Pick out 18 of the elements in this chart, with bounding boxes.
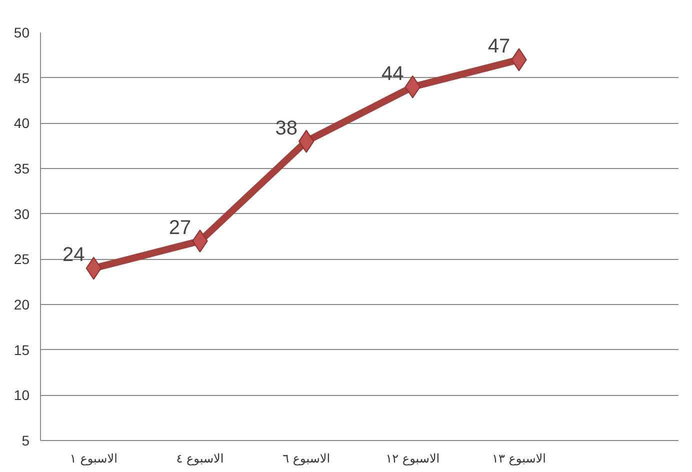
y-tick-label: 30: [14, 206, 30, 222]
x-tick-label: الاسبوع ١٣: [492, 452, 546, 466]
y-tick-label: 45: [14, 70, 30, 86]
y-tick-label: 50: [14, 24, 30, 40]
x-tick-label: الاسبوع ٤: [176, 452, 224, 466]
y-tick-label: 10: [14, 387, 30, 404]
y-tick-label: 40: [14, 115, 30, 132]
y-tick-label: 35: [14, 160, 30, 176]
y-tick-label: 15: [14, 342, 30, 358]
x-tick-label: الاسبوع ١٢: [386, 452, 440, 466]
y-tick-label: 20: [14, 296, 30, 312]
y-tick-label: 5: [22, 432, 30, 448]
y-tick-label: 25: [14, 251, 30, 268]
x-tick-label: الاسبوع ٦: [282, 452, 330, 466]
data-label: 38: [275, 117, 298, 140]
data-label: 27: [168, 217, 192, 240]
x-tick-label: الاسبوع ١: [70, 452, 118, 466]
data-label: 47: [488, 36, 510, 58]
